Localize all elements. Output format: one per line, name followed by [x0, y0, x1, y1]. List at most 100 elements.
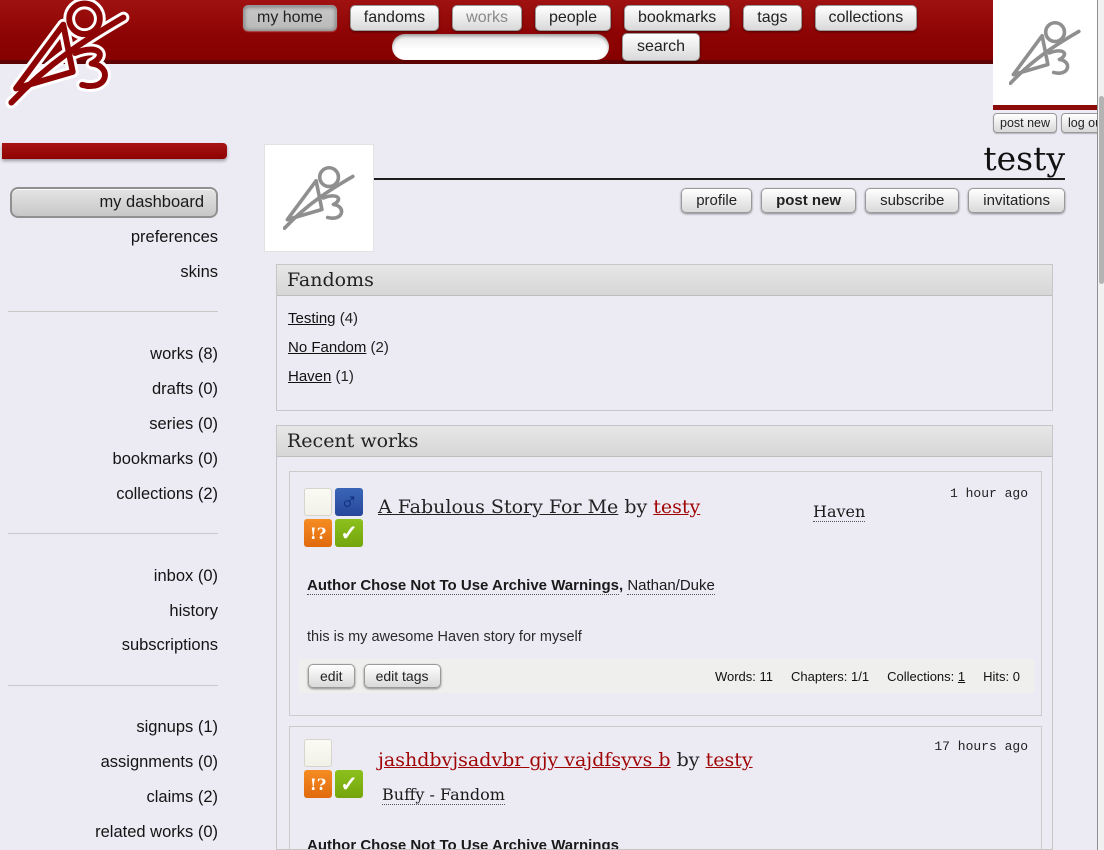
search-input[interactable]: [392, 34, 609, 60]
fandom-link-no-fandom[interactable]: No Fandom: [288, 339, 367, 356]
user-identity-panel: [993, 0, 1097, 110]
scrollbar-thumb[interactable]: [1099, 96, 1104, 284]
sidebar-item-subscriptions[interactable]: subscriptions: [121, 636, 218, 654]
work-blurb: !? ✓ 17 hours ago jashdbvjsadvbr gjy vaj…: [289, 726, 1042, 849]
profile-button[interactable]: profile: [681, 188, 753, 213]
list-item: No Fandom (2): [288, 339, 1052, 356]
list-item: Haven (1): [288, 368, 1052, 385]
log-out-button[interactable]: log out: [1061, 113, 1104, 133]
sidebar-divider: [8, 685, 218, 686]
main-nav: my home fandoms works people bookmarks t…: [243, 5, 918, 31]
work-footer: edit edit tags Words: 11 Chapters: 1/1 C…: [299, 659, 1034, 693]
sidebar-divider: [8, 311, 218, 312]
search-button[interactable]: search: [622, 33, 701, 61]
sidebar-item-bookmarks[interactable]: bookmarks (0): [112, 450, 218, 468]
complete-icon: ✓: [335, 519, 363, 547]
warning-tag-link[interactable]: Author Chose Not To Use Archive Warnings: [307, 837, 619, 849]
ao3-logo[interactable]: [0, 0, 139, 112]
sidebar-item-related-works[interactable]: related works (0): [95, 823, 218, 841]
work-heading: A Fabulous Story For Me by testy: [378, 496, 700, 518]
fandom-tag-buffy[interactable]: Buffy - Fandom: [382, 785, 505, 805]
edit-button[interactable]: edit: [308, 664, 355, 688]
nav-works[interactable]: works: [452, 5, 522, 31]
work-summary: this is my awesome Haven story for mysel…: [307, 629, 582, 645]
work-stats: Words: 11 Chapters: 1/1 Collections: 1 H…: [715, 669, 1020, 684]
sidebar-item-claims[interactable]: claims (2): [146, 788, 218, 806]
work-required-tags: ♂ !? ✓: [304, 488, 363, 547]
fandom-tag-haven[interactable]: Haven: [813, 502, 866, 522]
author-link[interactable]: testy: [653, 496, 701, 518]
account-actions: post new log out: [993, 113, 1104, 133]
profile-actions: profile post new subscribe invitations: [374, 188, 1065, 213]
nav-collections[interactable]: collections: [814, 5, 918, 31]
tag-separator: ,: [618, 577, 624, 594]
fandom-link-haven[interactable]: Haven: [288, 368, 332, 385]
chapters-stat: Chapters: 1/1: [791, 668, 870, 684]
work-title-link[interactable]: A Fabulous Story For Me: [378, 496, 619, 518]
by-text: by: [624, 496, 648, 518]
sidebar-item-skins[interactable]: skins: [180, 263, 218, 281]
post-new-button[interactable]: post new: [993, 113, 1058, 133]
edit-tags-button[interactable]: edit tags: [363, 664, 441, 688]
rating-not-rated-icon: [304, 488, 332, 516]
ao3-default-avatar-icon: [283, 165, 355, 231]
sidebar-item-signups[interactable]: signups (1): [136, 718, 218, 736]
list-item: Testing (4): [288, 310, 1052, 327]
fandom-count: (1): [335, 368, 354, 385]
page-scrollbar[interactable]: [1097, 0, 1104, 850]
category-mm-icon: ♂: [335, 488, 363, 516]
sidebar-item-inbox[interactable]: inbox (0): [153, 567, 218, 585]
sidebar-divider: [8, 533, 218, 534]
recent-works-module: Recent works ♂ !? ✓ 1 hour ago A Fabulou…: [276, 425, 1053, 850]
by-text: by: [676, 749, 700, 771]
nav-bookmarks[interactable]: bookmarks: [624, 5, 731, 31]
fandoms-module-title: Fandoms: [277, 265, 1052, 296]
work-title-link[interactable]: jashdbvjsadvbr gjy vajdfsyvs b: [378, 749, 671, 771]
fandom-link-testing[interactable]: Testing: [288, 310, 336, 327]
sidebar-item-works[interactable]: works (8): [150, 345, 218, 363]
sidebar-item-drafts[interactable]: drafts (0): [151, 380, 218, 398]
nav-fandoms[interactable]: fandoms: [349, 5, 440, 31]
work-tags: Author Chose Not To Use Archive Warnings…: [307, 577, 715, 595]
work-required-tags: !? ✓: [304, 739, 363, 798]
subscribe-button[interactable]: subscribe: [865, 188, 960, 213]
nav-tags[interactable]: tags: [743, 5, 802, 31]
fandom-count: (4): [339, 310, 359, 327]
profile-avatar: [264, 144, 374, 252]
sidebar-item-collections[interactable]: collections (2): [116, 485, 218, 503]
fandom-count: (2): [370, 339, 389, 356]
fandoms-list: Testing (4) No Fandom (2) Haven (1): [277, 296, 1052, 385]
warning-tag-link[interactable]: Author Chose Not To Use Archive Warnings: [307, 577, 619, 595]
work-posted-date: 1 hour ago: [949, 486, 1028, 501]
complete-icon: ✓: [335, 770, 363, 798]
words-stat: Words: 11: [714, 668, 773, 684]
collections-count-link[interactable]: 1: [957, 668, 966, 684]
post-new-work-button[interactable]: post new: [761, 188, 857, 213]
site-header: my home fandoms works people bookmarks t…: [0, 0, 1104, 64]
invitations-button[interactable]: invitations: [968, 188, 1065, 213]
nav-my-home[interactable]: my home: [243, 5, 337, 31]
sidebar-item-series[interactable]: series (0): [149, 415, 218, 433]
work-heading: jashdbvjsadvbr gjy vajdfsyvs b by testy: [378, 749, 753, 771]
nav-people[interactable]: people: [534, 5, 611, 31]
sidebar-item-history[interactable]: history: [169, 602, 218, 620]
rating-not-rated-icon: [304, 739, 332, 767]
collections-stat: Collections: 1: [887, 668, 966, 684]
sidebar-item-my-dashboard[interactable]: my dashboard: [10, 187, 218, 218]
author-link[interactable]: testy: [705, 749, 753, 771]
warning-icon: !?: [304, 519, 332, 547]
warning-icon: !?: [304, 770, 332, 798]
page-title-username: testy: [374, 141, 1065, 180]
work-posted-date: 17 hours ago: [934, 739, 1028, 754]
work-tags: Author Chose Not To Use Archive Warnings: [307, 837, 619, 849]
category-multi-icon: [335, 739, 363, 767]
sidebar-item-assignments[interactable]: assignments (0): [100, 753, 218, 771]
fandoms-module: Fandoms Testing (4) No Fandom (2) Haven …: [276, 264, 1053, 411]
work-blurb: ♂ !? ✓ 1 hour ago A Fabulous Story For M…: [289, 471, 1042, 716]
hits-stat: Hits: 0: [983, 668, 1020, 684]
sidebar-red-bar: [2, 143, 227, 159]
relationship-tag-link[interactable]: Nathan/Duke: [627, 577, 715, 595]
recent-works-module-title: Recent works: [277, 426, 1052, 457]
user-avatar-ao3-logo-icon: [1009, 20, 1081, 85]
sidebar-item-preferences[interactable]: preferences: [130, 228, 218, 246]
